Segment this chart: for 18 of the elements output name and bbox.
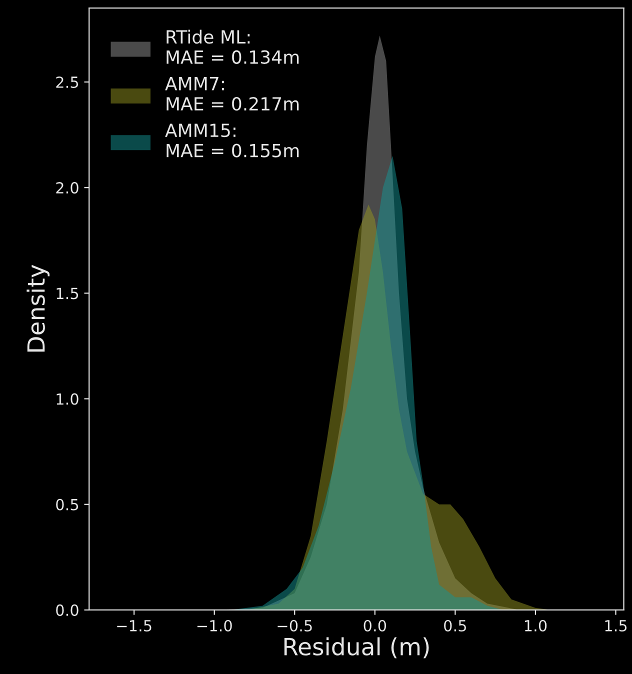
legend-label: AMM15: MAE = 0.155m (165, 124, 299, 158)
y-tick-label: 2.0 (56, 182, 78, 194)
x-tick-label: 0.5 (444, 620, 466, 632)
legend-label: AMM7: MAE = 0.217m (165, 77, 299, 111)
x-tick-label: −0.5 (278, 620, 312, 632)
y-tick-label: 0.0 (56, 604, 78, 616)
x-tick-label: −1.0 (197, 620, 232, 632)
legend-label: RTide ML: MAE = 0.134m (166, 30, 299, 64)
x-tick-label: 1.5 (605, 620, 627, 632)
y-tick-label: 1.0 (56, 393, 78, 405)
x-tick-label: 0.0 (364, 620, 386, 632)
y-axis-title: Density (26, 264, 50, 352)
x-tick-label: −1.5 (117, 620, 152, 632)
y-tick-label: 2.5 (56, 76, 78, 88)
x-axis-title: Residual (m) (284, 637, 429, 658)
x-tick-label: 1.0 (525, 620, 547, 632)
y-tick-label: 0.5 (56, 498, 78, 510)
y-tick-label: 1.5 (56, 288, 78, 300)
